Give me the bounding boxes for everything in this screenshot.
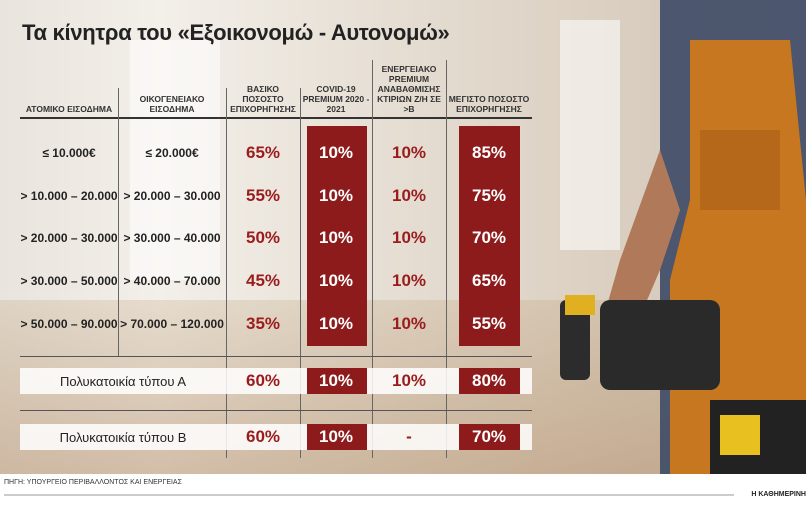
window-blur: [130, 40, 220, 280]
base-rate-cell: 65%: [245, 143, 281, 162]
section-divider: [20, 356, 532, 357]
max-rate-cell: 80%: [471, 371, 507, 390]
section-divider: [20, 410, 532, 411]
header-energy-premium: ΕΝΕΡΓΕΙΑΚΟ PREMIUM ΑΝΑΒΑΘΜΙΣΗΣ ΚΤΙΡΙΩΝ Ζ…: [377, 64, 441, 114]
column-divider: [372, 60, 373, 458]
base-rate-cell: 45%: [245, 271, 281, 290]
source-note: ΠΗΓΗ: ΥΠΟΥΡΓΕΙΟ ΠΕΡΙΒΑΛΛΟΝΤΟΣ ΚΑΙ ΕΝΕΡΓΕ…: [4, 479, 182, 486]
building-row: [20, 368, 532, 394]
column-divider: [118, 88, 119, 356]
base-rate-cell: 60%: [245, 427, 281, 446]
column-divider: [446, 60, 447, 458]
energy-premium-cell: 10%: [391, 228, 427, 247]
window-blur: [560, 20, 620, 250]
brand-logo-text: Η ΚΑΘΗΜΕΡΙΝΗ: [751, 491, 806, 498]
highlight-box: [307, 424, 367, 450]
covid-premium-cell: 10%: [318, 271, 354, 290]
header-personal-income: ΑΤΟΜΙΚΟ ΕΙΣΟΔΗΜΑ: [25, 104, 113, 114]
header-base-rate: ΒΑΣΙΚΟ ΠΟΣΟΣΤΟ ΕΠΙΧΟΡΗΓΗΣΗΣ: [230, 84, 296, 114]
personal-income-cell: > 20.000 – 30.000: [20, 231, 118, 245]
energy-premium-cell: 10%: [391, 186, 427, 205]
energy-premium-cell: 10%: [391, 143, 427, 162]
highlight-box: [459, 424, 520, 450]
max-column-highlight: [459, 126, 520, 346]
column-divider: [226, 88, 227, 458]
max-rate-cell: 65%: [471, 271, 507, 290]
building-type-label: Πολυκατοικία τύπου Β: [59, 430, 187, 445]
base-rate-cell: 35%: [245, 314, 281, 333]
page-title: Τα κίνητρα του «Εξοικονομώ - Αυτονομώ»: [22, 20, 450, 45]
base-rate-cell: 50%: [245, 228, 281, 247]
covid-premium-cell: 10%: [318, 427, 354, 446]
family-income-cell: > 20.000 – 30.000: [123, 189, 221, 203]
personal-income-cell: > 10.000 – 20.000: [20, 189, 118, 203]
worker-illustration: [560, 0, 806, 474]
header-family-income: ΟΙΚΟΓΕΝΕΙΑΚΟ ΕΙΣΟΔΗΜΑ: [139, 94, 205, 114]
building-type-label: Πολυκατοικία τύπου Α: [59, 374, 187, 389]
energy-premium-cell: 10%: [391, 271, 427, 290]
covid-premium-cell: 10%: [318, 314, 354, 333]
max-rate-cell: 55%: [471, 314, 507, 333]
base-rate-cell: 55%: [245, 186, 281, 205]
max-rate-cell: 70%: [471, 427, 507, 446]
personal-income-cell: ≤ 10.000€: [42, 146, 96, 160]
base-rate-cell: 60%: [245, 371, 281, 390]
covid-premium-cell: 10%: [318, 143, 354, 162]
highlight-box: [459, 368, 520, 394]
covid-premium-cell: 10%: [318, 186, 354, 205]
personal-income-cell: > 30.000 – 50.000: [20, 274, 118, 288]
family-income-cell: > 70.000 – 120.000: [120, 317, 224, 331]
header-covid-premium: COVID-19 PREMIUM 2020 - 2021: [302, 84, 370, 114]
building-row: [20, 424, 532, 450]
energy-premium-cell: -: [406, 427, 412, 446]
family-income-cell: ≤ 20.000€: [145, 146, 199, 160]
family-income-cell: > 40.000 – 70.000: [123, 274, 221, 288]
covid-column-highlight: [307, 126, 367, 346]
family-income-cell: > 30.000 – 40.000: [123, 231, 221, 245]
footer-rule: [4, 494, 734, 496]
covid-premium-cell: 10%: [318, 228, 354, 247]
personal-income-cell: > 50.000 – 90.000: [20, 317, 118, 331]
max-rate-cell: 75%: [471, 186, 507, 205]
max-rate-cell: 70%: [471, 228, 507, 247]
header-divider: [20, 117, 532, 119]
max-rate-cell: 85%: [471, 143, 507, 162]
column-divider: [300, 88, 301, 458]
highlight-box: [307, 368, 367, 394]
header-max-rate: ΜΕΓΙΣΤΟ ΠΟΣΟΣΤΟ ΕΠΙΧΟΡΗΓΗΣΗΣ: [448, 94, 530, 114]
energy-premium-cell: 10%: [391, 314, 427, 333]
energy-premium-cell: 10%: [391, 371, 427, 390]
covid-premium-cell: 10%: [318, 371, 354, 390]
